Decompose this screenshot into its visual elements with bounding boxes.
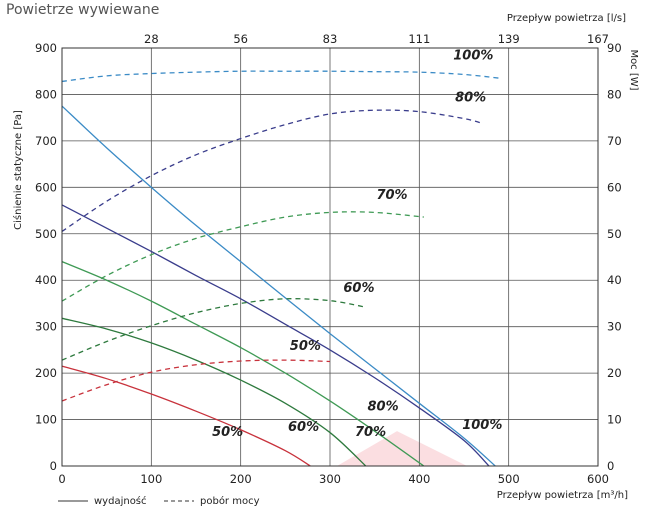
- y-tick-1: 100: [35, 413, 57, 427]
- x-axis-label: Przepływ powietrza [m³/h]: [497, 490, 628, 501]
- y-tick-3: 300: [35, 320, 57, 334]
- efficiency-line-60: [61, 317, 367, 467]
- efficiency-curves: [61, 105, 496, 467]
- efficiency-line-70: [61, 261, 425, 467]
- y-tick-6: 600: [35, 180, 57, 194]
- legend-label-efficiency: wydajność: [94, 495, 147, 506]
- chart-title: Powietrze wywiewane: [6, 2, 159, 18]
- y-tick-9: 900: [35, 41, 57, 55]
- y-tick-5: 500: [35, 227, 57, 241]
- x2-axis-label: Przepływ powietrza [l/s]: [507, 13, 626, 24]
- efficiency-label-1: 60%: [288, 420, 319, 435]
- x-tick-5: 500: [498, 472, 520, 486]
- efficiency-line-80: [61, 204, 490, 467]
- x-tick-6: 600: [587, 472, 609, 486]
- x-tick-1: 100: [140, 472, 162, 486]
- plot-frame: [61, 47, 599, 467]
- legend: wydajność pobór mocy: [58, 495, 260, 506]
- y2-tick-3: 30: [607, 320, 622, 334]
- y2-tick-8: 80: [607, 87, 622, 101]
- x2-tick-1: 28: [144, 32, 159, 46]
- y2-tick-7: 70: [607, 134, 622, 148]
- x-tick-0: 0: [58, 472, 65, 486]
- x2-tick-6: 167: [587, 32, 609, 46]
- y-tick-7: 700: [35, 134, 57, 148]
- y-axis-label: Ciśnienie statyczne [Pa]: [12, 110, 24, 230]
- efficiency-label-3: 80%: [368, 399, 399, 414]
- power-label-1: 60%: [343, 281, 374, 296]
- x-tick-2: 200: [230, 472, 252, 486]
- efficiency-label-4: 100%: [462, 418, 502, 433]
- x2-tick-4: 111: [408, 32, 430, 46]
- efficiency-line-50: [61, 365, 311, 467]
- power-curves: [61, 70, 500, 402]
- power-line-50: [61, 359, 331, 402]
- x2-tick-2: 56: [233, 32, 248, 46]
- power-line-80: [61, 109, 483, 232]
- y-tick-2: 200: [35, 366, 57, 380]
- legend-label-power: pobór mocy: [200, 495, 260, 506]
- x-tick-3: 300: [319, 472, 341, 486]
- power-line-100: [61, 70, 500, 83]
- power-line-60: [61, 298, 366, 361]
- curve-labels: 50% 60% 70% 80% 100% 50% 60% 70% 80% 100%: [212, 49, 502, 440]
- y2-tick-5: 50: [607, 227, 622, 241]
- power-line-70: [61, 211, 424, 302]
- y2-tick-6: 60: [607, 180, 622, 194]
- power-label-0: 50%: [290, 339, 321, 354]
- power-label-2: 70%: [376, 188, 407, 203]
- power-label-3: 80%: [455, 90, 486, 105]
- y2-tick-2: 20: [607, 366, 622, 380]
- x2-tick-5: 139: [498, 32, 520, 46]
- y-tick-0: 0: [50, 459, 57, 473]
- grid: [61, 47, 599, 467]
- tick-labels: 0100200300400500600700800900010203040506…: [35, 32, 622, 486]
- y2-axis-label: Moc [W]: [628, 49, 639, 90]
- x2-tick-3: 83: [323, 32, 338, 46]
- x-tick-4: 400: [408, 472, 430, 486]
- y2-tick-4: 40: [607, 273, 622, 287]
- efficiency-label-0: 50%: [212, 425, 243, 440]
- watermark-triangle: [337, 431, 467, 466]
- efficiency-line-100: [61, 105, 496, 467]
- watermark-shape: [337, 431, 467, 466]
- power-label-4: 100%: [453, 49, 493, 64]
- y2-tick-9: 90: [607, 41, 622, 55]
- efficiency-label-2: 70%: [355, 425, 386, 440]
- y2-tick-1: 10: [607, 413, 622, 427]
- y2-tick-0: 0: [607, 459, 614, 473]
- y-tick-8: 800: [35, 87, 57, 101]
- y-tick-4: 400: [35, 273, 57, 287]
